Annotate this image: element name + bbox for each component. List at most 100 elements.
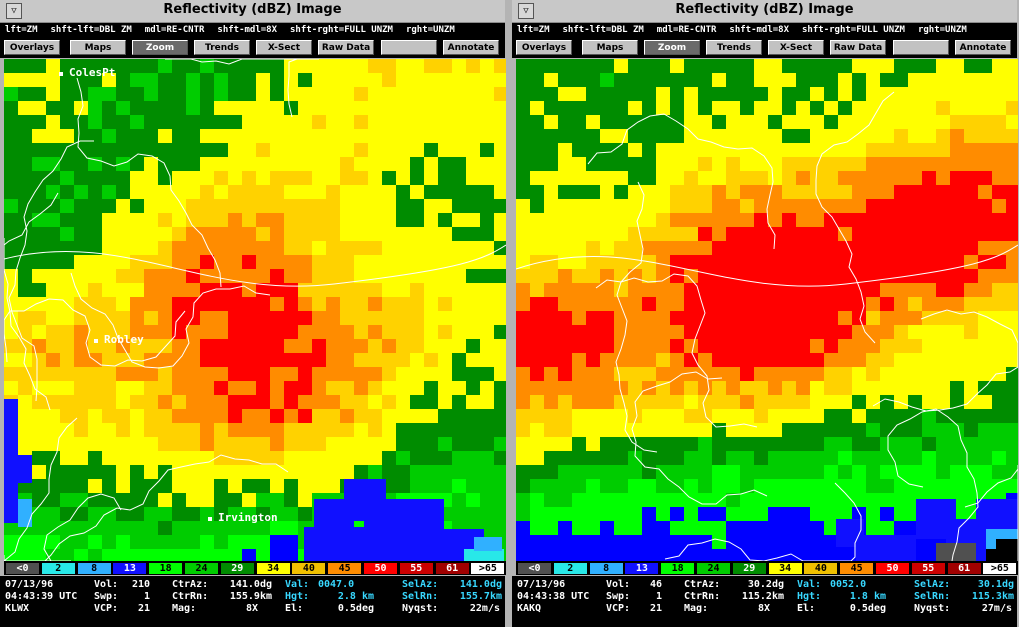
reflectivity-cell (410, 143, 424, 157)
reflectivity-cell (158, 367, 172, 381)
reflectivity-cell (242, 507, 256, 521)
reflectivity-cell (614, 157, 628, 171)
reflectivity-cell (670, 381, 684, 395)
reflectivity-cell (698, 451, 712, 465)
reflectivity-cell (586, 325, 600, 339)
reflectivity-cell (60, 255, 74, 269)
window-menu-icon[interactable]: ▽ (518, 3, 534, 19)
reflectivity-cell (572, 255, 586, 269)
reflectivity-cell (824, 381, 838, 395)
reflectivity-cell (796, 451, 810, 465)
reflectivity-cell (558, 451, 572, 465)
reflectivity-cell (992, 353, 1006, 367)
maps-button[interactable]: Maps (70, 40, 126, 55)
reflectivity-cell (684, 199, 698, 213)
reflectivity-cell (284, 185, 298, 199)
reflectivity-cell (740, 143, 754, 157)
reflectivity-cell (782, 255, 796, 269)
reflectivity-cell (614, 87, 628, 101)
reflectivity-cell (516, 395, 530, 409)
trends-button[interactable]: Trends (706, 40, 762, 55)
reflectivity-cell (88, 493, 102, 507)
reflectivity-cell (558, 465, 572, 479)
reflectivity-cell (908, 465, 922, 479)
reflectivity-cell (572, 395, 586, 409)
reflectivity-cell (480, 409, 494, 423)
reflectivity-cell (824, 451, 838, 465)
reflectivity-cell (452, 115, 466, 129)
reflectivity-cell (880, 437, 894, 451)
reflectivity-cell (950, 283, 964, 297)
reflectivity-cell (88, 507, 102, 521)
reflectivity-cell (186, 283, 200, 297)
reflectivity-cell (214, 465, 228, 479)
reflectivity-cell (712, 479, 726, 493)
reflectivity-cell (978, 87, 992, 101)
reflectivity-cell (572, 199, 586, 213)
reflectivity-cell (466, 311, 480, 325)
mag-label: Mag: (684, 603, 709, 614)
reflectivity-cell (158, 507, 172, 521)
reflectivity-cell (130, 339, 144, 353)
reflectivity-cell (642, 129, 656, 143)
reflectivity-cell (382, 339, 396, 353)
window-menu-icon[interactable]: ▽ (6, 3, 22, 19)
blank-button[interactable] (381, 40, 437, 55)
reflectivity-cell (368, 423, 382, 437)
reflectivity-cell (824, 521, 838, 535)
reflectivity-cell (144, 521, 158, 535)
reflectivity-cell (46, 171, 60, 185)
reflectivity-cell (438, 87, 452, 101)
blank-button[interactable] (893, 40, 949, 55)
reflectivity-cell (796, 227, 810, 241)
reflectivity-cell (60, 241, 74, 255)
reflectivity-cell (796, 59, 810, 73)
reflectivity-cell (102, 395, 116, 409)
raw-data-button[interactable]: Raw Data (830, 40, 886, 55)
reflectivity-cell (670, 311, 684, 325)
reflectivity-cell (558, 395, 572, 409)
overlays-button[interactable]: Overlays (4, 40, 60, 55)
reflectivity-cell (684, 311, 698, 325)
reflectivity-cell (866, 297, 880, 311)
reflectivity-cell (368, 353, 382, 367)
reflectivity-cell (438, 325, 452, 339)
reflectivity-cell (978, 451, 992, 465)
reflectivity-cell (298, 185, 312, 199)
annotate-button[interactable]: Annotate (955, 40, 1011, 55)
reflectivity-cell (880, 423, 894, 437)
overlays-button[interactable]: Overlays (516, 40, 572, 55)
zoom-button[interactable]: Zoom (132, 40, 188, 55)
map-boundary (4, 192, 59, 411)
reflectivity-cell (754, 283, 768, 297)
reflectivity-cell (894, 283, 908, 297)
reflectivity-cell (964, 409, 978, 423)
trends-button[interactable]: Trends (194, 40, 250, 55)
xsect-button[interactable]: X-Sect (768, 40, 824, 55)
reflectivity-cell (516, 227, 530, 241)
reflectivity-cell (698, 507, 712, 521)
reflectivity-cell (382, 213, 396, 227)
annotate-button[interactable]: Annotate (443, 40, 499, 55)
reflectivity-cell (270, 423, 284, 437)
reflectivity-cell (866, 87, 880, 101)
reflectivity-cell (74, 157, 88, 171)
reflectivity-cell (642, 325, 656, 339)
reflectivity-cell (908, 227, 922, 241)
reflectivity-cell (824, 507, 838, 521)
reflectivity-cell (102, 521, 116, 535)
maps-button[interactable]: Maps (582, 40, 638, 55)
raw-data-button[interactable]: Raw Data (318, 40, 374, 55)
reflectivity-cell (186, 59, 200, 73)
radar-display[interactable] (516, 59, 1018, 561)
reflectivity-cell (494, 227, 506, 241)
reflectivity-cell (922, 269, 936, 283)
reflectivity-cell (516, 157, 530, 171)
zoom-button[interactable]: Zoom (644, 40, 700, 55)
legend-cell: 61 (947, 563, 981, 574)
reflectivity-cell (326, 465, 340, 479)
reflectivity-cell (992, 129, 1006, 143)
reflectivity-cell (796, 129, 810, 143)
xsect-button[interactable]: X-Sect (256, 40, 312, 55)
